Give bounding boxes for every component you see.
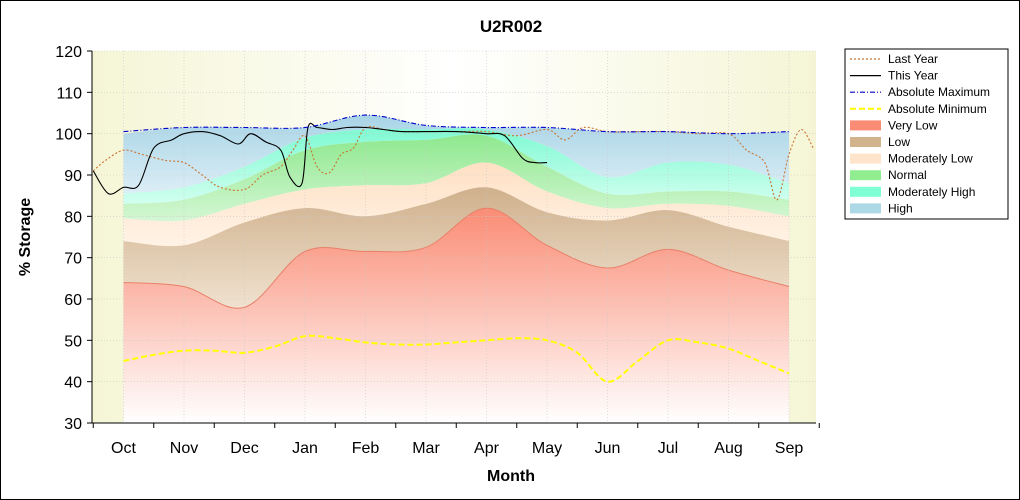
legend-label: Absolute Maximum (888, 85, 990, 99)
x-axis-title: Month (487, 468, 535, 485)
y-tick-label: 50 (64, 333, 82, 350)
legend-label: Moderately High (888, 185, 975, 199)
y-tick-label: 120 (55, 44, 82, 61)
x-tick-label: Aug (714, 440, 742, 457)
x-tick-label: Feb (352, 440, 380, 457)
series-line-absolute-maximum (123, 114, 790, 135)
x-tick-label: May (532, 440, 562, 457)
band-very-low-edge (123, 207, 790, 309)
legend-label: Very Low (888, 118, 938, 132)
legend-swatch-band (850, 170, 881, 181)
x-tick-label: Mar (412, 440, 440, 457)
legend-swatch-band (850, 153, 881, 164)
legend-label: Normal (888, 168, 927, 182)
y-tick-label: 80 (64, 209, 82, 226)
y-tick-label: 90 (64, 168, 82, 185)
x-tick-label: Jan (292, 440, 318, 457)
x-tick-label: Nov (170, 440, 198, 457)
grid-lines (92, 50, 816, 424)
legend-swatch-band (850, 203, 881, 214)
x-tick-label: Jul (658, 440, 678, 457)
band-low (123, 187, 789, 309)
series-line-this-year (92, 122, 548, 195)
series-lines (92, 114, 814, 383)
legend-swatch-band (850, 137, 881, 147)
storage-bands (123, 115, 790, 423)
legend-swatch-band (850, 186, 881, 197)
y-tick-label: 70 (64, 251, 82, 268)
y-tick-label: 100 (55, 127, 82, 144)
legend-label: Last Year (888, 52, 938, 66)
y-tick-label: 110 (56, 85, 82, 102)
band-moderately-high (123, 128, 789, 204)
band-very-low (123, 208, 789, 423)
y-axis-ticks: 30 40 50 60 70 80 90 100 110 120 (55, 44, 92, 433)
x-axis-ticks: Oct Nov Dec Jan Feb Mar Apr May Jun Jul Aug Sep (92, 423, 820, 457)
x-tick-label: Oct (111, 440, 136, 457)
x-tick-label: Sep (775, 440, 804, 457)
y-tick-label: 40 (64, 375, 82, 392)
series-line-absolute-minimum (123, 334, 790, 383)
x-tick-label: Jun (595, 440, 621, 457)
legend: Last Year This Year Absolute Maximum Absolu… (844, 48, 1009, 220)
legend-label: High (888, 201, 913, 215)
x-tick-label: Apr (474, 440, 500, 457)
legend-label: This Year (888, 69, 938, 83)
band-normal (123, 134, 789, 222)
band-moderately-low (123, 162, 789, 247)
band-high (123, 115, 789, 194)
legend-label: Moderately Low (888, 152, 973, 166)
y-tick-label: 30 (64, 416, 82, 433)
legend-label: Absolute Minimum (888, 102, 987, 116)
legend-label: Low (888, 135, 910, 149)
y-tick-label: 60 (64, 292, 82, 309)
chart-title: U2R002 (480, 17, 542, 36)
x-tick-label: Dec (230, 440, 258, 457)
legend-swatch-band (850, 120, 881, 131)
y-axis-title: % Storage (17, 198, 34, 276)
